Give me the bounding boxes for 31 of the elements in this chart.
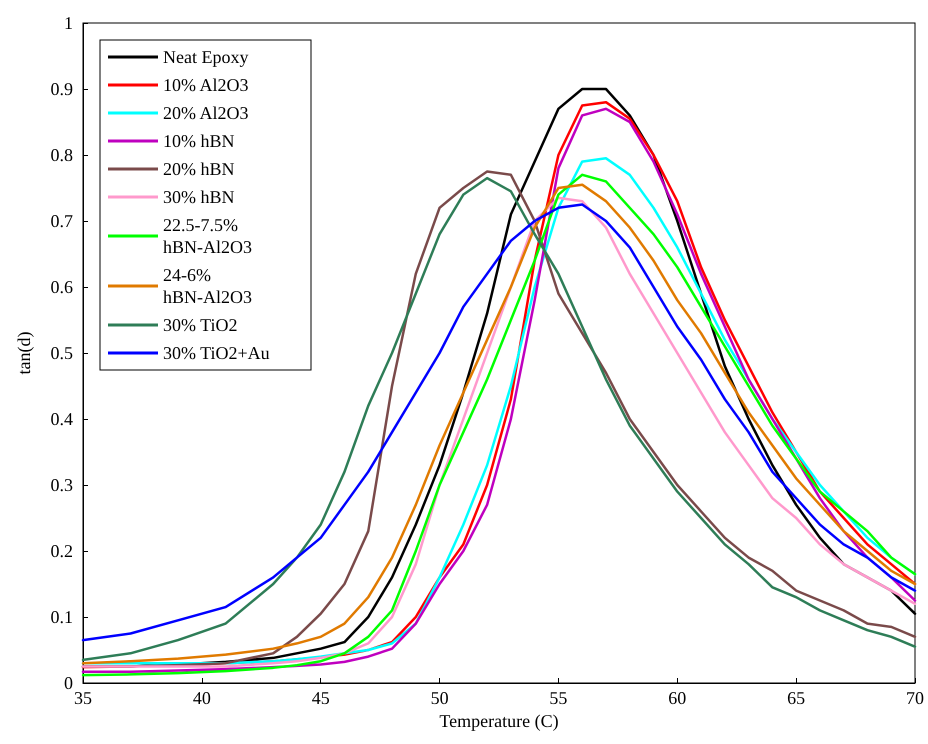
x-tick-label: 65 (787, 688, 806, 708)
y-tick-label: 0.9 (50, 79, 73, 99)
y-tick-label: 0.1 (50, 607, 73, 627)
x-tick-label: 60 (668, 688, 686, 708)
x-tick-label: 55 (549, 688, 568, 708)
x-axis-title: Temperature (C) (439, 710, 559, 731)
y-tick-label: 0 (64, 673, 73, 693)
x-tick-label: 45 (312, 688, 330, 708)
legend-label: 30% TiO2 (163, 315, 238, 335)
legend-label: 10% hBN (163, 131, 234, 151)
y-tick-label: 0.4 (50, 409, 73, 429)
y-axis-title: tan(d) (14, 332, 34, 374)
legend-label: 20% Al2O3 (163, 103, 248, 123)
legend-label: 10% Al2O3 (163, 75, 248, 95)
y-tick-label: 0.8 (50, 145, 73, 165)
y-tick-label: 0.3 (50, 475, 73, 495)
legend-label: 30% hBN (163, 187, 234, 207)
y-tick-label: 0.6 (50, 277, 73, 297)
x-tick-label: 70 (906, 688, 924, 708)
y-tick-label: 1 (64, 13, 73, 33)
legend-label: Neat Epoxy (163, 47, 248, 67)
x-tick-label: 40 (192, 688, 211, 708)
x-tick-label: 35 (74, 688, 92, 708)
x-tick-label: 50 (430, 688, 449, 708)
legend-label: 20% hBN (163, 159, 234, 179)
y-tick-label: 0.5 (50, 343, 73, 363)
legend-label: 24-6% hBN-Al2O3 (163, 265, 252, 307)
legend-label: 30% TiO2+Au (163, 343, 270, 363)
legend-label: 22.5-7.5% hBN-Al2O3 (163, 215, 252, 257)
y-tick-label: 0.2 (50, 541, 73, 561)
y-tick-label: 0.7 (50, 211, 73, 231)
